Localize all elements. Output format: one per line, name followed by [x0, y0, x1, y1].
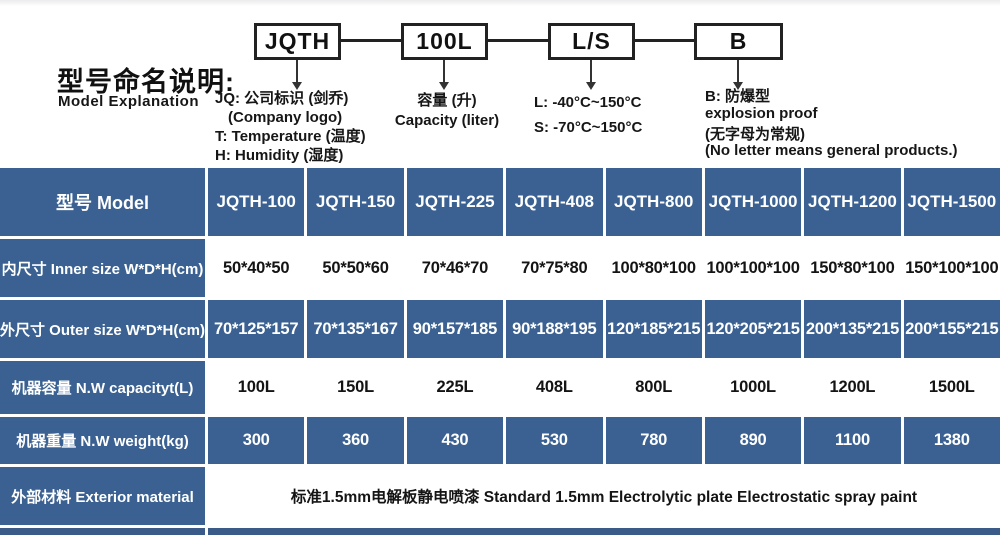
note-line: Capacity (liter)	[394, 112, 500, 129]
note-capacity: 容量 (升) Capacity (liter)	[386, 91, 508, 131]
down-arrow-icon	[292, 82, 302, 90]
spec-cell: 100L	[208, 361, 305, 414]
spec-cell: 430	[406, 417, 504, 464]
model-code-box-b: B	[694, 23, 783, 60]
next-row-partial-value	[208, 528, 1000, 535]
note-explosion-proof: B: 防爆型 explosion proof (无字母为常规) (No lett…	[705, 88, 958, 159]
row-label-capacity: 机器容量 N.W capacityt(L)	[0, 361, 205, 414]
spec-cell: 50*40*50	[208, 239, 305, 297]
note-company-logo: JQ: 公司标识 (剑乔) (Company logo) T: Temperat…	[215, 89, 366, 165]
spec-cell: 890	[704, 417, 802, 464]
down-arrow-icon	[439, 82, 449, 90]
model-header-cell: JQTH-1500	[903, 168, 1000, 236]
model-header-cell: JQTH-150	[307, 168, 404, 236]
row-label-outer-size: 外尺寸 Outer size W*D*H(cm)	[0, 300, 205, 358]
down-arrow-icon	[296, 60, 298, 83]
model-naming-diagram: 型号命名说明: Model Explanation JQTH 100L L/S …	[0, 0, 1000, 168]
model-header-cell: JQTH-800	[605, 168, 702, 236]
spec-cell: 1380	[903, 417, 1000, 464]
spec-cell: 90*157*185	[406, 300, 504, 358]
down-arrow-icon	[590, 60, 592, 83]
spec-cell: 1000L	[704, 361, 802, 414]
spec-cell: 90*188*195	[506, 300, 603, 358]
model-header-cell: JQTH-225	[406, 168, 504, 236]
spec-cell: 360	[307, 417, 404, 464]
spec-table: 型号 Model JQTH-100 JQTH-150 JQTH-225 JQTH…	[0, 168, 1000, 535]
note-line: (无字母为常规)	[705, 126, 805, 143]
spec-cell: 408L	[506, 361, 603, 414]
spec-cell: 150*80*100	[804, 239, 901, 297]
down-arrow-icon	[733, 82, 743, 90]
spec-cell: 120*185*215	[605, 300, 702, 358]
note-temperature-range: L: -40°C~150°C S: -70°C~150°C	[534, 90, 642, 140]
spec-cell: 1500L	[903, 361, 1000, 414]
spec-cell: 225L	[406, 361, 504, 414]
connector-line	[341, 39, 401, 42]
note-line: B: 防爆型	[705, 88, 770, 105]
spec-cell: 70*125*157	[208, 300, 305, 358]
spec-cell: 800L	[605, 361, 702, 414]
connector-line	[488, 39, 548, 42]
spec-cell: 300	[208, 417, 305, 464]
note-line: T: Temperature (温度)	[215, 128, 366, 145]
model-code-box-jqth: JQTH	[254, 23, 341, 60]
diagram-title: 型号命名说明:	[57, 67, 235, 97]
note-line: JQ: 公司标识 (剑乔)	[215, 90, 349, 107]
note-line: (No letter means general products.)	[705, 142, 958, 159]
spec-cell: 100*100*100	[704, 239, 802, 297]
spec-cell: 200*155*215	[903, 300, 1000, 358]
spec-cell: 150*100*100	[903, 239, 1000, 297]
down-arrow-icon	[443, 60, 445, 83]
spec-cell: 70*135*167	[307, 300, 404, 358]
spec-cell: 200*135*215	[804, 300, 901, 358]
row-label-inner-size: 内尺寸 Inner size W*D*H(cm)	[0, 239, 205, 297]
spec-cell: 70*46*70	[406, 239, 504, 297]
down-arrow-icon	[586, 82, 596, 90]
model-header-cell: JQTH-408	[506, 168, 603, 236]
exterior-material-value: 标准1.5mm电解板静电喷漆 Standard 1.5mm Electrolyt…	[208, 467, 1000, 525]
spec-cell: 70*75*80	[506, 239, 603, 297]
table-header-model-label: 型号 Model	[0, 168, 205, 236]
note-line: 容量 (升)	[417, 92, 477, 109]
top-fade-divider	[0, 0, 1000, 6]
note-line: explosion proof	[705, 105, 818, 122]
spec-cell: 780	[605, 417, 702, 464]
spec-cell: 150L	[307, 361, 404, 414]
down-arrow-icon	[737, 60, 739, 83]
spec-cell: 530	[506, 417, 603, 464]
note-line: S: -70°C~150°C	[534, 119, 643, 136]
model-code-box-ls: L/S	[548, 23, 635, 60]
model-header-cell: JQTH-1200	[804, 168, 901, 236]
diagram-subtitle: Model Explanation	[58, 93, 200, 110]
model-code-box-100l: 100L	[401, 23, 488, 60]
note-line: L: -40°C~150°C	[534, 94, 642, 111]
spec-cell: 50*50*60	[307, 239, 404, 297]
spec-cell: 100*80*100	[605, 239, 702, 297]
model-header-cell: JQTH-100	[208, 168, 305, 236]
row-label-exterior-material: 外部材料 Exterior material	[0, 467, 205, 525]
row-label-weight: 机器重量 N.W weight(kg)	[0, 417, 205, 464]
model-header-cell: JQTH-1000	[704, 168, 802, 236]
connector-line	[635, 39, 694, 42]
note-line: H: Humidity (湿度)	[215, 147, 344, 164]
next-row-partial-label	[0, 528, 205, 535]
spec-cell: 120*205*215	[704, 300, 802, 358]
spec-cell: 1200L	[804, 361, 901, 414]
note-line: (Company logo)	[228, 109, 343, 126]
spec-cell: 1100	[804, 417, 901, 464]
